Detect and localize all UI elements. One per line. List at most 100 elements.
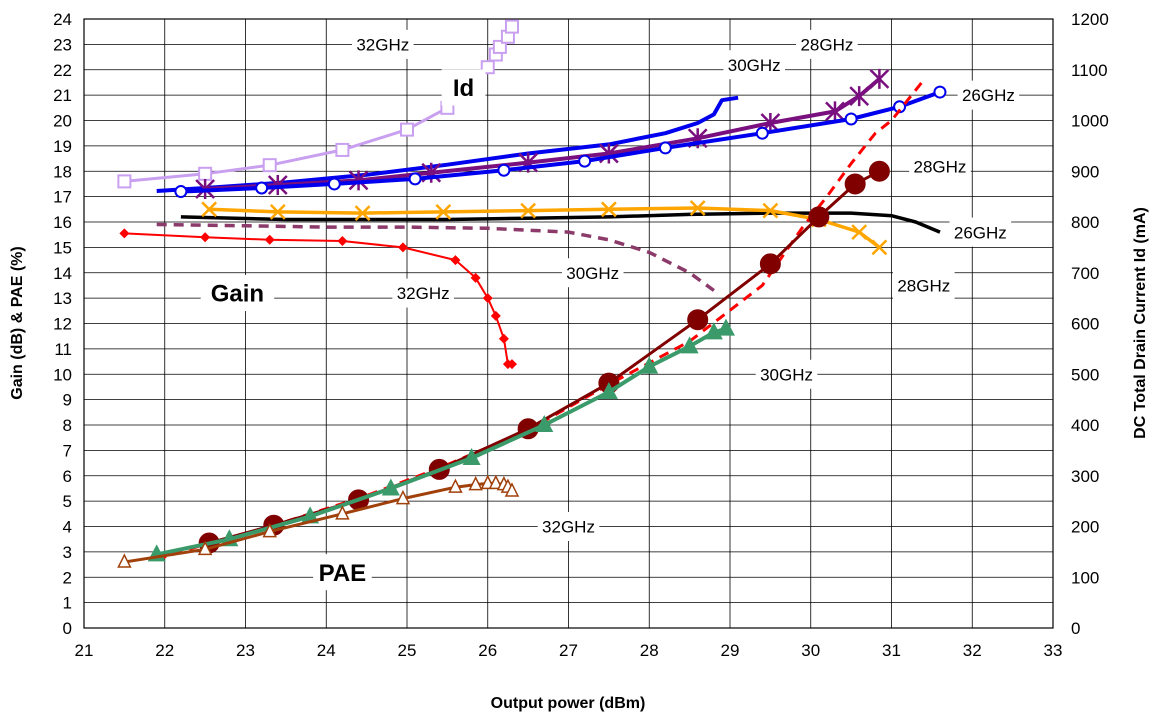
x-tick-label: 26 bbox=[478, 641, 497, 660]
y2-axis-title: DC Total Drain Current Id (mA) bbox=[1132, 207, 1149, 439]
x-tick-label: 27 bbox=[559, 641, 578, 660]
data-point bbox=[381, 478, 400, 496]
data-point bbox=[851, 224, 868, 241]
data-point bbox=[267, 174, 288, 195]
data-point bbox=[262, 158, 277, 173]
data-point bbox=[689, 200, 706, 216]
data-point bbox=[844, 173, 866, 195]
annotation-background bbox=[537, 512, 600, 541]
data-point bbox=[869, 68, 890, 89]
annotation-label: 28GHz bbox=[897, 277, 950, 296]
series-id-3 bbox=[174, 85, 947, 199]
series-gain-7 bbox=[119, 228, 517, 370]
annotation-label: 32GHz bbox=[356, 35, 409, 54]
annotation-background bbox=[441, 69, 486, 106]
annotation-label: PAE bbox=[319, 560, 367, 587]
y-tick-label: 7 bbox=[63, 441, 72, 460]
data-point bbox=[198, 166, 213, 181]
data-point bbox=[255, 181, 269, 195]
tick-labels: 21 22 23 24 25 26 27 28 29 30 31 32 3301234567891011… bbox=[53, 10, 1109, 660]
x-tick-label: 28 bbox=[640, 641, 659, 660]
data-point bbox=[755, 126, 769, 140]
y-tick-label: 13 bbox=[53, 289, 72, 308]
data-point bbox=[201, 201, 218, 218]
series-pae-8 bbox=[156, 78, 925, 561]
x-tick-label: 23 bbox=[236, 641, 255, 660]
annotation-label: 26GHz bbox=[962, 86, 1015, 105]
y-tick-label: 23 bbox=[53, 35, 72, 54]
data-point bbox=[933, 85, 947, 99]
data-point bbox=[871, 239, 888, 256]
annotation-background bbox=[796, 29, 858, 59]
annotation-label: 28GHz bbox=[800, 35, 853, 54]
x-tick-label: 25 bbox=[398, 641, 417, 660]
data-point bbox=[327, 177, 341, 191]
data-point bbox=[269, 203, 286, 220]
data-point bbox=[492, 39, 507, 54]
annotations: 32GHz Id 30GHz 28GHz 26GHz 28GHz Gain 32GHz 30GH… bbox=[200, 29, 1020, 591]
y-tick-label: 24 bbox=[53, 10, 72, 29]
annotation-label: Id bbox=[453, 75, 474, 102]
y-tick-label: 0 bbox=[63, 619, 72, 638]
y-tick-label: 3 bbox=[63, 543, 72, 562]
data-point bbox=[470, 272, 481, 283]
annotation-background bbox=[392, 278, 454, 308]
data-point bbox=[868, 160, 890, 182]
data-point bbox=[264, 234, 275, 245]
data-point bbox=[435, 203, 452, 220]
data-point bbox=[174, 185, 188, 199]
data-point bbox=[400, 122, 414, 137]
y-tick-label: 10 bbox=[53, 365, 72, 384]
data-point bbox=[337, 236, 348, 247]
data-point bbox=[450, 255, 461, 266]
data-point bbox=[262, 522, 277, 538]
x-tick-label: 22 bbox=[155, 641, 174, 660]
data-point bbox=[468, 475, 483, 491]
y2-tick-label: 800 bbox=[1071, 213, 1099, 232]
series-line bbox=[156, 78, 925, 561]
y2-tick-label: 700 bbox=[1071, 264, 1099, 283]
data-point bbox=[578, 154, 592, 168]
data-point bbox=[535, 415, 554, 432]
y2-tick-label: 400 bbox=[1071, 416, 1099, 435]
series-gain-6 bbox=[156, 222, 715, 292]
data-point bbox=[504, 19, 519, 34]
y2-tick-label: 600 bbox=[1071, 315, 1099, 334]
series-layer bbox=[117, 19, 947, 568]
y2-tick-label: 200 bbox=[1071, 518, 1099, 537]
data-point bbox=[808, 206, 830, 228]
y-tick-label: 6 bbox=[63, 467, 72, 486]
data-point bbox=[825, 101, 845, 122]
data-point bbox=[354, 205, 371, 222]
data-point bbox=[448, 478, 463, 493]
annotation-background bbox=[949, 217, 1012, 247]
y-tick-label: 21 bbox=[53, 86, 72, 105]
y2-tick-label: 1200 bbox=[1071, 10, 1109, 29]
y-tick-label: 15 bbox=[53, 238, 72, 257]
annotation-background bbox=[755, 359, 818, 389]
data-point bbox=[680, 336, 699, 354]
data-point bbox=[408, 172, 422, 186]
annotation-label: 30GHz bbox=[728, 56, 781, 75]
annotation-background bbox=[723, 50, 786, 80]
data-point bbox=[762, 202, 779, 219]
data-point bbox=[849, 86, 870, 107]
annotation-background bbox=[893, 270, 955, 300]
data-point bbox=[117, 553, 132, 568]
y-tick-label: 11 bbox=[54, 340, 72, 359]
annotation-label: Gain bbox=[211, 281, 264, 308]
y-tick-label: 9 bbox=[63, 391, 72, 410]
y2-tick-label: 1100 bbox=[1071, 61, 1108, 80]
annotation-label: 32GHz bbox=[542, 518, 595, 537]
data-point bbox=[335, 505, 350, 520]
data-point bbox=[716, 318, 735, 336]
data-point bbox=[506, 359, 517, 370]
data-point bbox=[498, 333, 509, 344]
data-point bbox=[599, 382, 618, 400]
data-point bbox=[497, 163, 511, 177]
data-point bbox=[759, 253, 781, 275]
annotation-label: 30GHz bbox=[760, 365, 813, 384]
data-point bbox=[844, 112, 858, 126]
annotation-label: 26GHz bbox=[954, 223, 1007, 242]
